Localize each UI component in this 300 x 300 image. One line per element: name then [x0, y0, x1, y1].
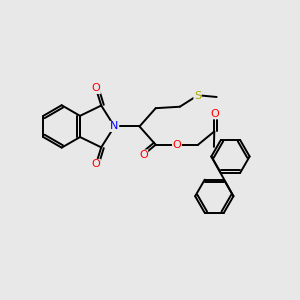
Text: S: S [194, 91, 201, 100]
Text: O: O [92, 159, 100, 170]
Text: O: O [210, 109, 219, 119]
Text: N: N [110, 122, 119, 131]
Text: O: O [172, 140, 181, 150]
Text: O: O [92, 83, 100, 94]
Text: O: O [139, 150, 148, 160]
